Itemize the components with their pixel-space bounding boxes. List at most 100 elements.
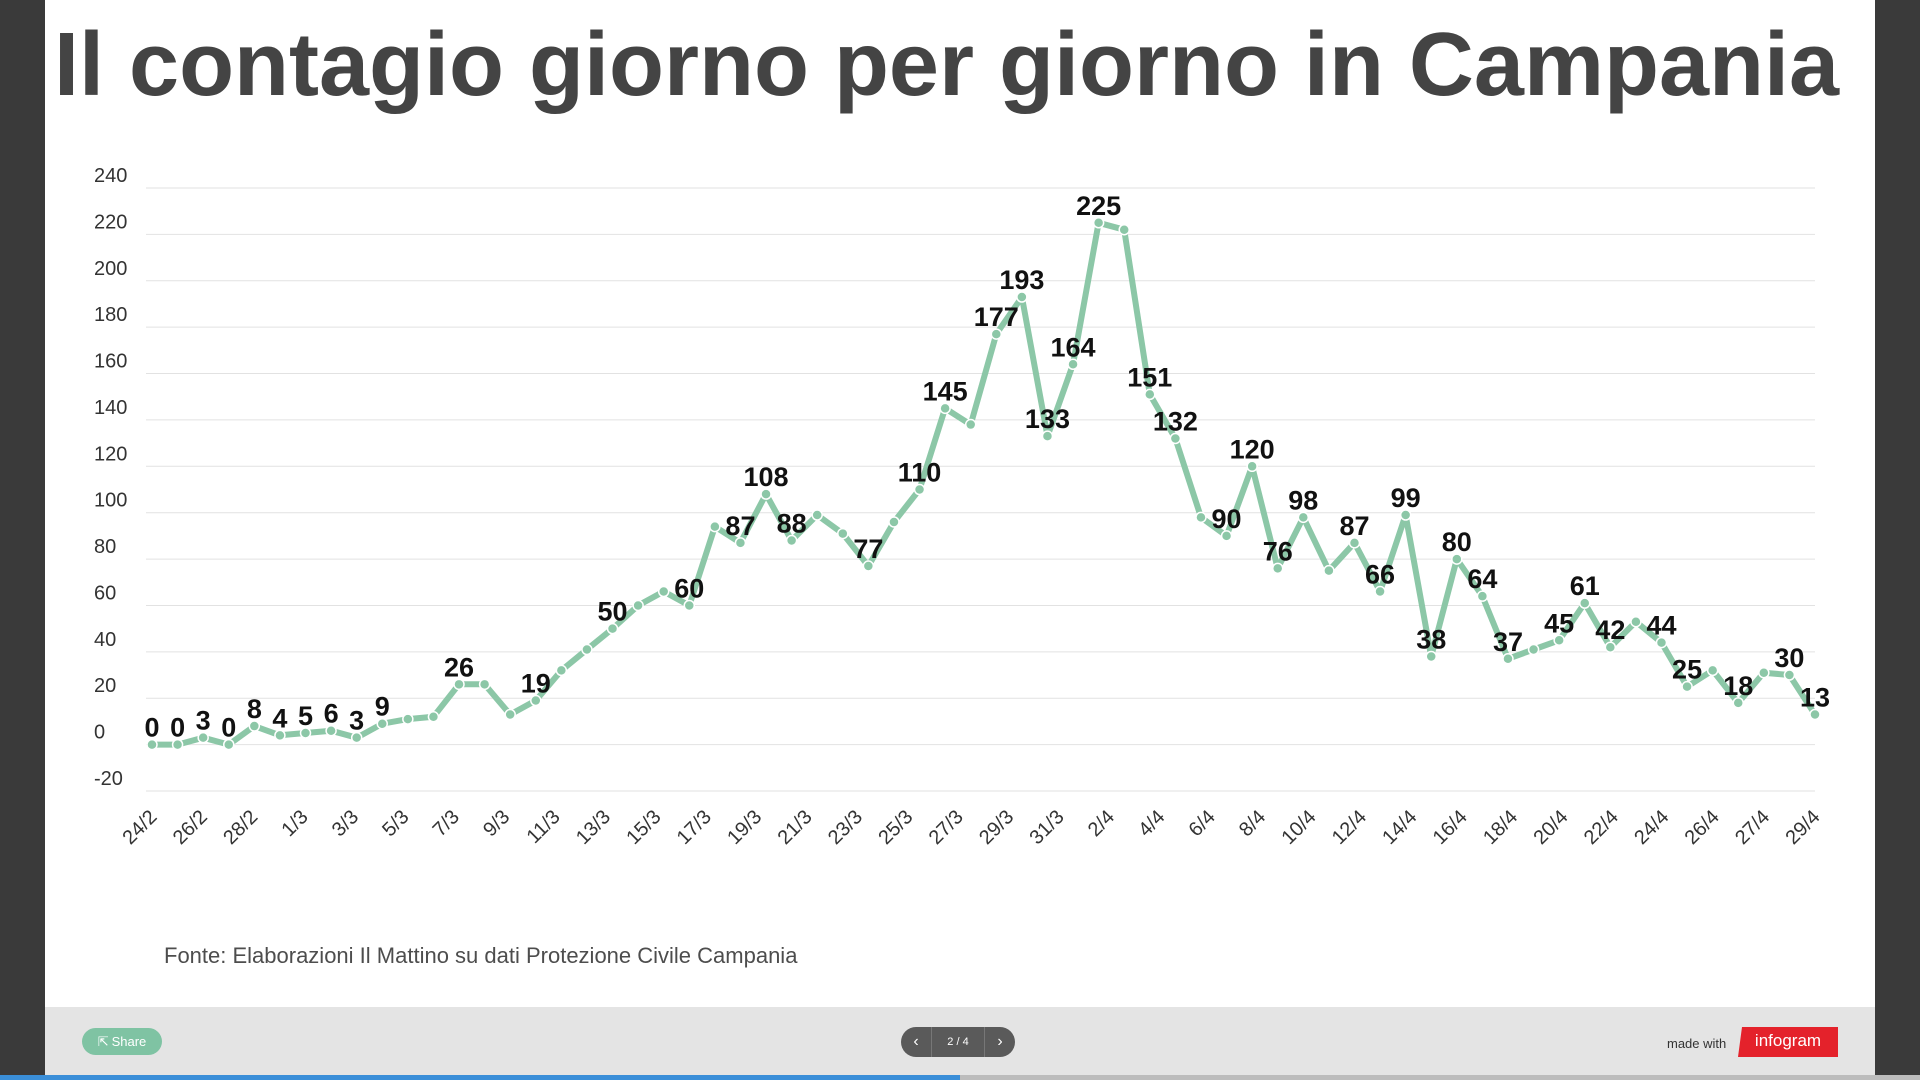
x-tick-label: 8/4 [1235,806,1270,841]
page-counter: 2 / 4 [931,1027,985,1057]
y-tick-label: 200 [94,258,127,280]
data-label: 151 [1127,362,1172,392]
y-tick-label: 240 [94,165,127,187]
data-label: 37 [1493,627,1523,657]
made-with-text: made with [1667,1036,1727,1051]
data-label: 19 [521,669,551,699]
data-point [1144,388,1156,401]
x-tick-label: 26/4 [1681,806,1724,849]
y-tick-label: 220 [94,211,127,233]
data-point [1425,650,1437,663]
data-point [1476,590,1489,602]
data-point [453,678,465,691]
progress-bar-fill [0,1075,960,1080]
data-label: 87 [1339,511,1369,541]
data-point [888,516,900,528]
data-point [862,560,875,572]
data-label: 110 [898,458,942,488]
data-point [785,534,798,547]
data-point [709,520,721,533]
data-point [1655,636,1668,649]
x-tick-label: 18/4 [1479,806,1522,849]
infogram-logo[interactable]: infogram [1738,1027,1838,1057]
x-tick-label: 14/4 [1378,806,1421,849]
data-label: 26 [444,652,474,682]
data-point [1578,597,1591,609]
x-tick-label: 24/4 [1630,806,1673,849]
x-tick-label: 23/3 [824,806,867,849]
x-tick-label: 6/4 [1185,806,1220,841]
x-tick-label: 24/2 [118,806,161,849]
next-page-button[interactable]: › [985,1027,1015,1057]
data-label: 3 [196,706,211,736]
data-point [811,509,823,521]
data-point [939,402,951,415]
data-label: 66 [1365,560,1395,590]
data-point [1451,553,1463,565]
data-label: 8 [247,694,262,724]
chart-card [45,0,1875,1080]
progress-bar [0,1075,1920,1080]
data-point [402,713,414,725]
data-point [632,599,644,612]
share-icon: ⇱ [97,1034,109,1049]
data-point [1527,643,1540,656]
data-point [376,717,389,730]
chevron-left-icon: ‹ [913,1033,919,1050]
data-label: 164 [1051,332,1096,362]
y-tick-label: 180 [94,304,127,326]
data-point [1399,509,1412,521]
data-point [1169,432,1182,445]
data-point [990,328,1003,340]
data-label: 60 [674,573,704,603]
data-point [427,711,440,723]
data-label: 44 [1646,611,1676,641]
data-label: 30 [1774,643,1804,673]
data-point [1681,680,1693,693]
x-tick-label: 5/3 [378,806,413,841]
data-label: 3 [349,706,364,736]
x-tick-label: 15/3 [622,806,665,849]
share-button[interactable]: ⇱ Share [82,1028,162,1055]
data-label: 87 [725,511,755,541]
data-label: 9 [375,692,390,722]
y-tick-label: 160 [94,351,127,373]
data-point [1246,460,1258,473]
data-point [299,727,312,739]
data-label: 18 [1723,671,1753,701]
data-label: 45 [1544,608,1574,638]
x-tick-label: 9/3 [479,806,514,841]
data-point [530,694,542,707]
source-note: Fonte: Elaborazioni Il Mattino su dati P… [164,943,798,968]
x-tick-label: 16/4 [1429,806,1472,849]
x-tick-label: 19/3 [723,806,766,849]
data-label: 6 [324,699,339,729]
y-tick-label: 140 [94,397,127,419]
data-label: 177 [974,302,1019,332]
data-label: 0 [144,713,159,743]
x-tick-label: 22/4 [1580,806,1623,849]
y-tick-label: 20 [94,675,116,697]
data-point [913,483,926,496]
y-tick-label: 80 [94,536,116,558]
data-label: 80 [1442,527,1472,557]
data-point [657,585,670,598]
x-tick-label: 27/3 [925,806,968,849]
data-point [1041,430,1054,442]
data-label: 38 [1416,624,1446,654]
data-label: 145 [923,376,968,406]
data-label: 120 [1230,434,1275,464]
share-label: Share [111,1034,147,1049]
data-point [1502,653,1514,665]
data-point [248,720,261,732]
data-point [1323,564,1335,577]
data-point [223,738,235,751]
data-point [1271,562,1284,575]
data-point [1604,641,1617,653]
prev-page-button[interactable]: ‹ [901,1027,931,1057]
data-label: 132 [1153,406,1198,436]
data-point [1732,697,1744,709]
y-tick-label: 40 [94,629,116,651]
page-title: Il contagio giorno per giorno in Campani… [54,15,1840,115]
data-point [1706,664,1719,677]
